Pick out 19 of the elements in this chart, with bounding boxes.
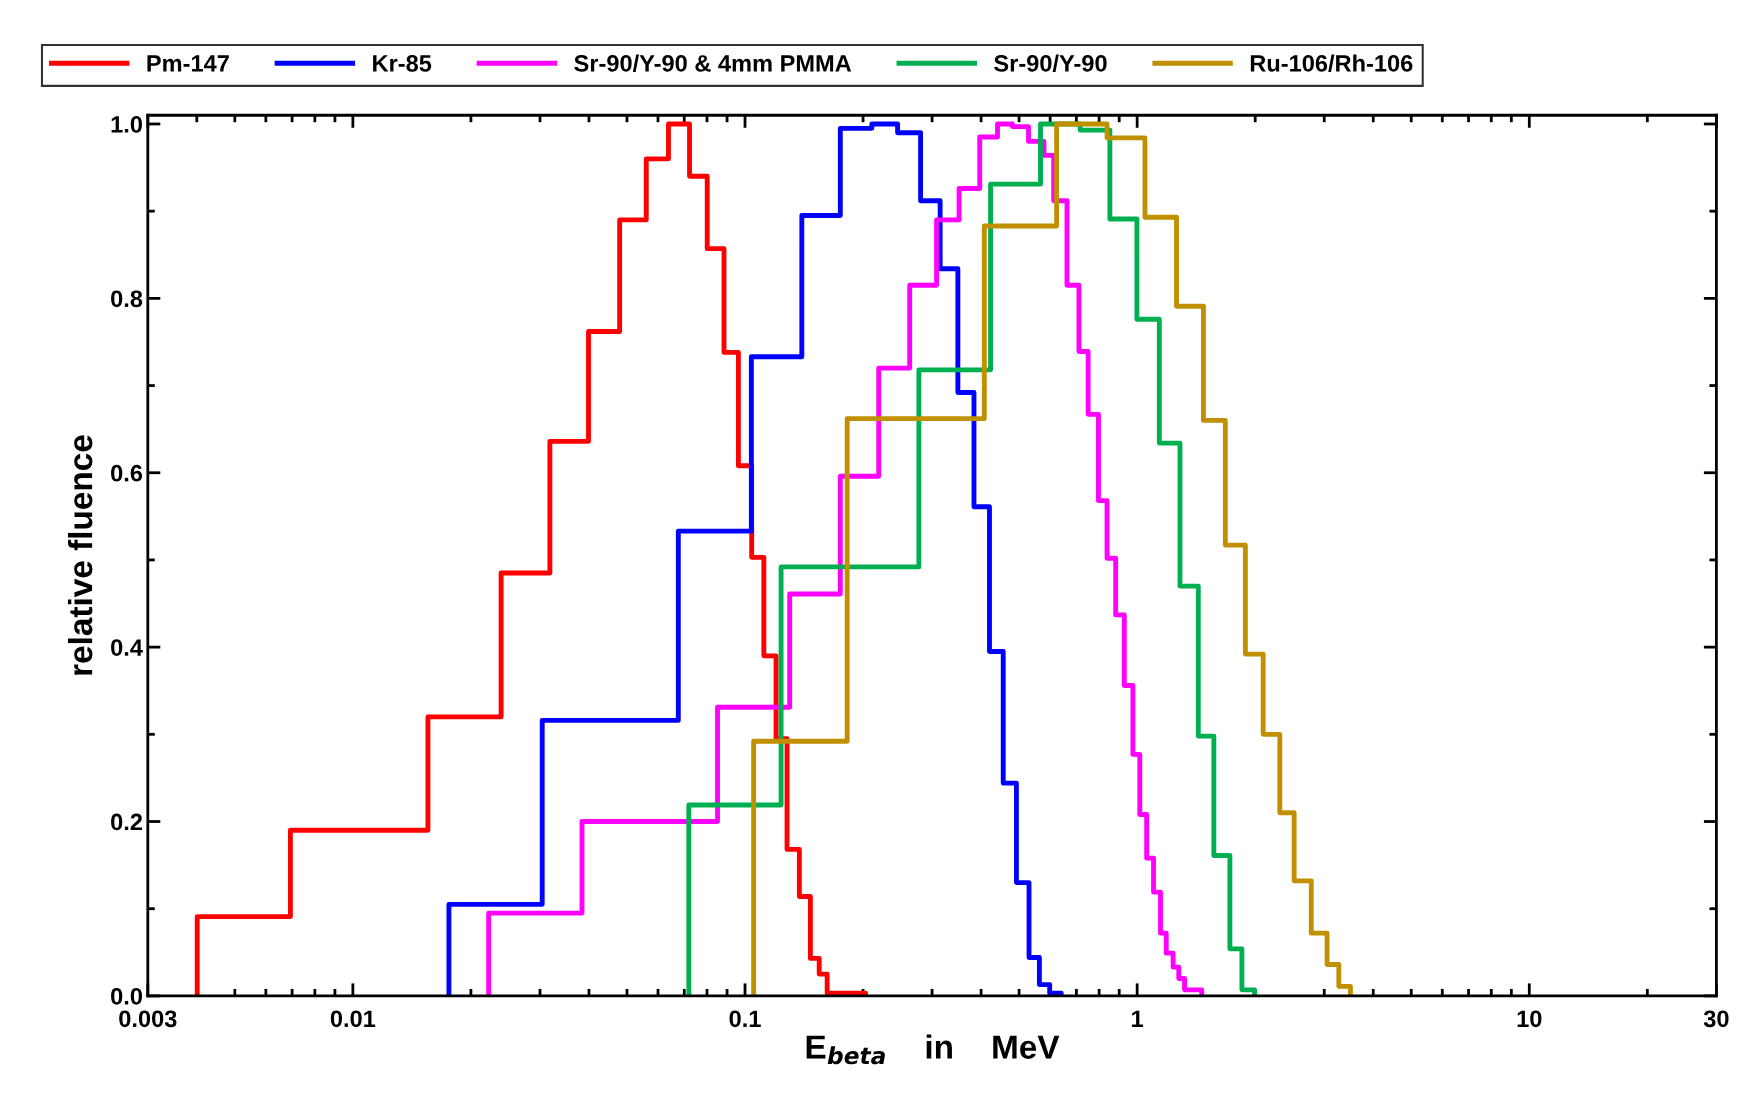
- x-tick-label: 10: [1517, 1010, 1542, 1028]
- legend-label: Pm-147: [147, 55, 229, 72]
- y-tick-label: 0.2: [111, 813, 143, 831]
- y-tick-label: 0.6: [111, 464, 143, 482]
- x-tick-label: 30: [1703, 1010, 1729, 1028]
- legend-label: Ru-106/Rh-106: [1250, 54, 1413, 72]
- y-tick-label: 0.0: [111, 987, 142, 1005]
- legend-label: Sr-90/Y-90 & 4mm PMMA: [574, 54, 852, 72]
- x-tick-label: 0.01: [330, 1010, 376, 1028]
- legend-label: Kr-85: [373, 55, 432, 72]
- x-tick-label: 1: [1132, 1010, 1144, 1027]
- y-tick-label: 1.0: [111, 116, 142, 133]
- x-tick-label: 0.1: [729, 1010, 761, 1028]
- text: E$_{beta}$ in MeV: [806, 1034, 1060, 1065]
- y-tick-label: 0.4: [111, 639, 143, 656]
- y-axis-title: relative fluence: [67, 435, 93, 675]
- legend-label: Sr-90/Y-90: [994, 54, 1107, 72]
- y-tick-label: 0.8: [111, 290, 143, 308]
- x-tick-label: 0.003: [119, 1010, 177, 1028]
